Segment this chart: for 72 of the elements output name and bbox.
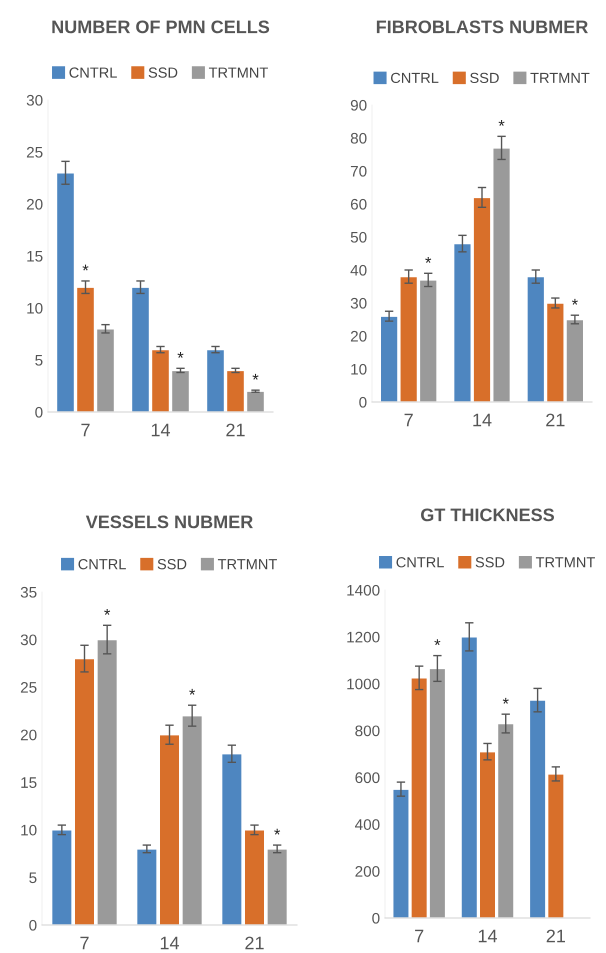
y-tick-label: 600 xyxy=(355,772,380,784)
y-tick-label: 30 xyxy=(350,298,367,309)
y-tick-label: 90 xyxy=(350,100,367,111)
data-label: * xyxy=(274,828,280,835)
y-tick-label: 50 xyxy=(350,232,367,243)
y-tick-label: 200 xyxy=(355,866,380,877)
data-label: * xyxy=(252,374,258,380)
y-tick-label: 10 xyxy=(21,824,37,836)
x-tick-label: 7 xyxy=(404,414,413,426)
y-tick-label: 0 xyxy=(35,406,43,418)
x-tick-label: 7 xyxy=(81,424,90,436)
data-label: * xyxy=(502,698,509,704)
y-tick-label: 0 xyxy=(29,920,37,931)
y-tick-label: 800 xyxy=(355,725,380,736)
x-tick-label: 14 xyxy=(473,414,492,426)
legend-label: SSD xyxy=(148,67,178,78)
x-tick-label: 21 xyxy=(546,414,564,426)
legend-label: TRTMNT xyxy=(208,68,268,78)
y-tick-label: 1200 xyxy=(347,632,380,643)
legend-label: CNTRL xyxy=(391,72,438,84)
y-tick-label: 5 xyxy=(29,872,36,884)
data-label: * xyxy=(498,120,505,126)
y-tick-label: 0 xyxy=(359,396,367,408)
y-tick-label: 0 xyxy=(372,912,380,924)
legend-label: CNTRL xyxy=(70,67,117,78)
data-label: * xyxy=(434,639,440,646)
x-tick-label: 21 xyxy=(546,930,565,942)
y-tick-label: 1000 xyxy=(347,678,380,690)
y-tick-label: 15 xyxy=(27,251,42,262)
y-tick-label: 40 xyxy=(350,264,367,276)
y-tick-label: 30 xyxy=(26,94,43,106)
legend-label: SSD xyxy=(476,557,504,568)
y-tick-label: 70 xyxy=(350,166,367,177)
chart-title: NUMBER OF PMN CELLS xyxy=(52,20,270,34)
legend-label: TRTMNT xyxy=(530,72,590,83)
legend-label: CNTRL xyxy=(396,557,444,568)
y-tick-label: 20 xyxy=(20,730,37,740)
chart-title: VESSELS NUBMER xyxy=(86,515,253,528)
data-label: * xyxy=(178,352,184,358)
data-label: * xyxy=(189,688,196,695)
y-tick-label: 35 xyxy=(20,586,36,598)
data-label: * xyxy=(572,298,578,305)
legend-label: CNTRL xyxy=(78,559,126,570)
y-tick-label: 10 xyxy=(27,302,43,314)
y-tick-label: 60 xyxy=(350,198,367,210)
x-tick-label: 7 xyxy=(80,936,89,950)
data-label: * xyxy=(104,608,110,615)
x-tick-label: 14 xyxy=(478,930,498,942)
legend-label: TRTMNT xyxy=(536,557,595,568)
chart-title: FIBROBLASTS NUBMER xyxy=(376,20,588,34)
x-tick-label: 21 xyxy=(245,936,264,950)
y-tick-label: 20 xyxy=(350,330,367,342)
y-tick-label: 20 xyxy=(26,198,43,210)
y-tick-label: 1400 xyxy=(347,584,380,596)
y-tick-label: 80 xyxy=(350,132,367,144)
y-tick-label: 10 xyxy=(351,364,367,375)
legend-label: SSD xyxy=(158,559,186,570)
x-tick-label: 14 xyxy=(160,936,180,950)
y-tick-label: 25 xyxy=(20,682,36,693)
x-tick-label: 21 xyxy=(226,424,245,436)
legend-label: SSD xyxy=(470,72,499,84)
data-label: * xyxy=(425,256,432,263)
y-tick-label: 400 xyxy=(355,819,380,830)
y-tick-label: 30 xyxy=(20,634,37,646)
x-tick-label: 7 xyxy=(415,930,424,942)
data-label: * xyxy=(82,264,88,270)
chart-title: GT THICKNESS xyxy=(421,508,554,522)
legend-label: TRTMNT xyxy=(218,559,277,570)
y-tick-label: 25 xyxy=(26,146,42,158)
y-tick-label: 5 xyxy=(35,355,42,366)
y-tick-label: 15 xyxy=(21,777,36,788)
x-tick-label: 14 xyxy=(152,424,170,436)
